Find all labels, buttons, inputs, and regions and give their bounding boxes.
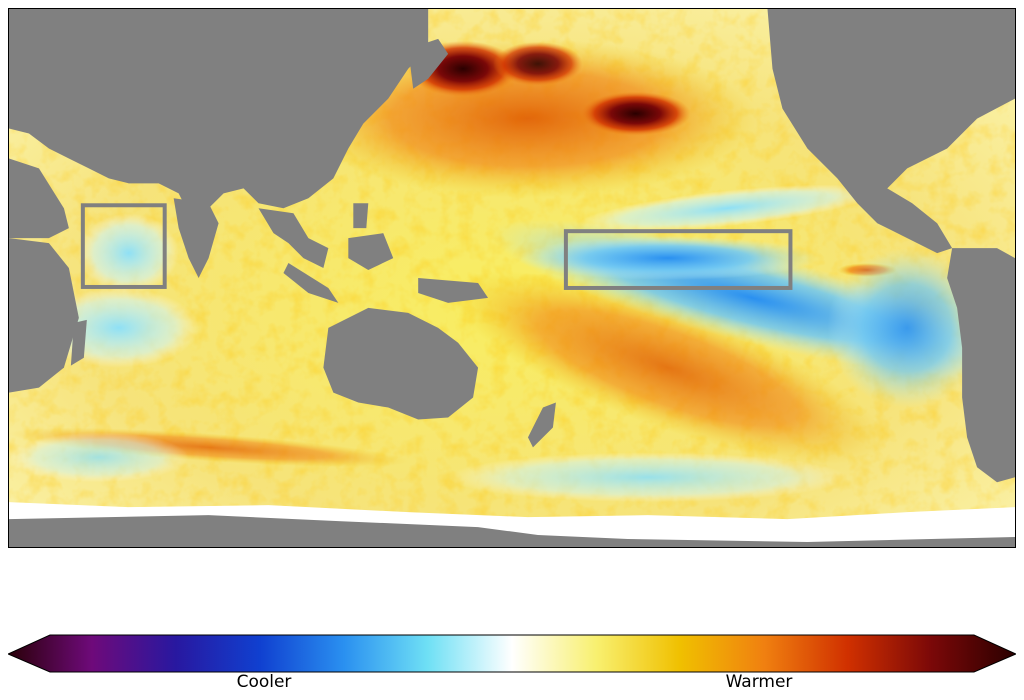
okhotsk-hot xyxy=(493,41,583,86)
southern-indian-cool xyxy=(9,432,189,483)
north-pacific-hot-core xyxy=(580,91,691,136)
land-madagascar xyxy=(70,319,87,366)
land-new-zealand xyxy=(527,402,556,448)
colorbar xyxy=(8,632,1016,676)
land-se-asia xyxy=(258,208,329,269)
indian-ocean-box xyxy=(80,203,167,289)
colorbar-bar xyxy=(8,634,1016,673)
equatorial-pacific-box xyxy=(563,229,793,290)
north-pacific-cool-band xyxy=(578,184,877,232)
southern-ocean-cool xyxy=(448,452,848,503)
east-pacific-cool xyxy=(827,248,988,408)
land-antarctica xyxy=(9,515,1015,547)
land-asia xyxy=(9,9,429,224)
land-north-america xyxy=(767,9,1015,254)
land-philippines xyxy=(353,203,369,229)
south-pacific-warm-band xyxy=(451,271,885,465)
land-south-america xyxy=(947,248,1015,483)
land-borneo xyxy=(348,233,394,271)
central-pacific-cool xyxy=(517,236,818,280)
arabian-sea-cool xyxy=(78,213,179,293)
land-india xyxy=(173,198,219,278)
land-new-guinea xyxy=(418,278,489,303)
sst-anomaly-map xyxy=(8,8,1016,548)
land-sumatra xyxy=(283,263,339,303)
land-africa xyxy=(9,238,79,393)
land-japan xyxy=(408,38,449,89)
colorbar-label-cooler: Cooler xyxy=(236,672,292,692)
colorbar-label-warmer: Warmer xyxy=(725,672,793,692)
land-arabia xyxy=(9,158,69,239)
land-australia xyxy=(323,307,479,420)
land-masses xyxy=(9,9,1015,483)
